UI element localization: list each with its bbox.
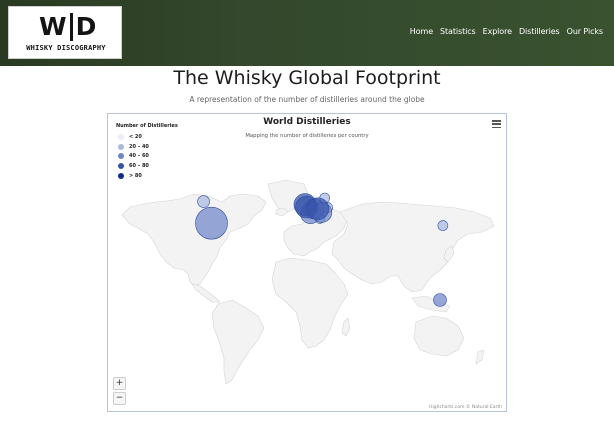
nav-link-distilleries[interactable]: Distilleries [518, 27, 560, 36]
landmass-africa[interactable] [271, 257, 349, 349]
landmass-north-america[interactable] [121, 193, 267, 287]
legend-marker [118, 163, 124, 170]
distillery-bubble[interactable] [306, 197, 330, 221]
chart-credits[interactable]: Highcharts.com © Natural Earth [429, 405, 502, 410]
nav-link-explore[interactable]: Explore [482, 27, 512, 36]
legend-title: Number of Distilleries [116, 123, 178, 129]
legend: Number of Distilleries < 20 20 – 40 40 – 6… [116, 123, 178, 181]
logo-wordmark: WHISKY DISCOGRAPHY [26, 44, 106, 52]
nav-link-our-picks[interactable]: Our Picks [566, 27, 603, 36]
navbar: W D WHISKY DISCOGRAPHY Home Statistics E… [0, 0, 614, 66]
legend-item[interactable]: > 80 [116, 171, 178, 181]
distillery-bubble[interactable] [433, 293, 447, 307]
nav-link-statistics[interactable]: Statistics [440, 27, 476, 36]
legend-label: 60 – 80 [129, 163, 149, 170]
zoom-out-button[interactable]: − [113, 392, 126, 405]
landmass-south-america[interactable] [211, 299, 265, 385]
legend-label: 20 – 40 [129, 143, 149, 150]
chart-subtitle: Mapping the number of distilleries per c… [245, 133, 369, 139]
world-map[interactable] [108, 114, 506, 411]
legend-item[interactable]: < 20 [116, 132, 178, 142]
landmass-iceland[interactable] [275, 207, 289, 217]
logo-letter-w: W [39, 12, 67, 41]
landmass-japan[interactable] [443, 245, 455, 263]
legend-item[interactable]: 40 – 60 [116, 152, 178, 162]
distillery-bubble[interactable] [195, 206, 228, 240]
world-map-chart: World Distilleries Mapping the number of… [107, 113, 507, 412]
main-nav: Home Statistics Explore Distilleries Our… [410, 27, 603, 36]
logo-mark: W D [39, 12, 96, 42]
legend-marker [118, 153, 124, 160]
landmass-central-america[interactable] [191, 283, 221, 303]
legend-item[interactable]: 20 – 40 [116, 142, 178, 152]
distillery-bubble[interactable] [197, 195, 210, 208]
hamburger-menu-icon[interactable] [492, 120, 501, 128]
logo-letter-d: D [75, 12, 97, 41]
legend-label: < 20 [129, 133, 142, 140]
landmass-australia[interactable] [413, 315, 465, 357]
legend-label: > 80 [129, 173, 142, 180]
legend-marker [118, 133, 124, 140]
page-title: The Whisky Global Footprint [173, 67, 441, 89]
landmass-new-zealand[interactable] [475, 349, 485, 365]
page-subtitle: A representation of the number of distil… [189, 95, 425, 104]
nav-link-home[interactable]: Home [409, 27, 434, 36]
legend-item[interactable]: 60 – 80 [116, 161, 178, 171]
landmass-southeast-asia-islands[interactable] [411, 295, 451, 313]
landmass-madagascar[interactable] [341, 317, 351, 337]
legend-label: 40 – 60 [129, 153, 149, 160]
logo-divider [69, 13, 73, 41]
legend-marker [118, 143, 124, 150]
legend-marker [118, 173, 124, 180]
landmass-asia[interactable] [331, 201, 495, 293]
bubble-layer [195, 192, 449, 307]
chart-title: World Distilleries [263, 117, 351, 127]
distillery-bubble[interactable] [437, 220, 449, 231]
site-logo[interactable]: W D WHISKY DISCOGRAPHY [8, 6, 122, 59]
zoom-in-button[interactable]: + [113, 377, 126, 390]
